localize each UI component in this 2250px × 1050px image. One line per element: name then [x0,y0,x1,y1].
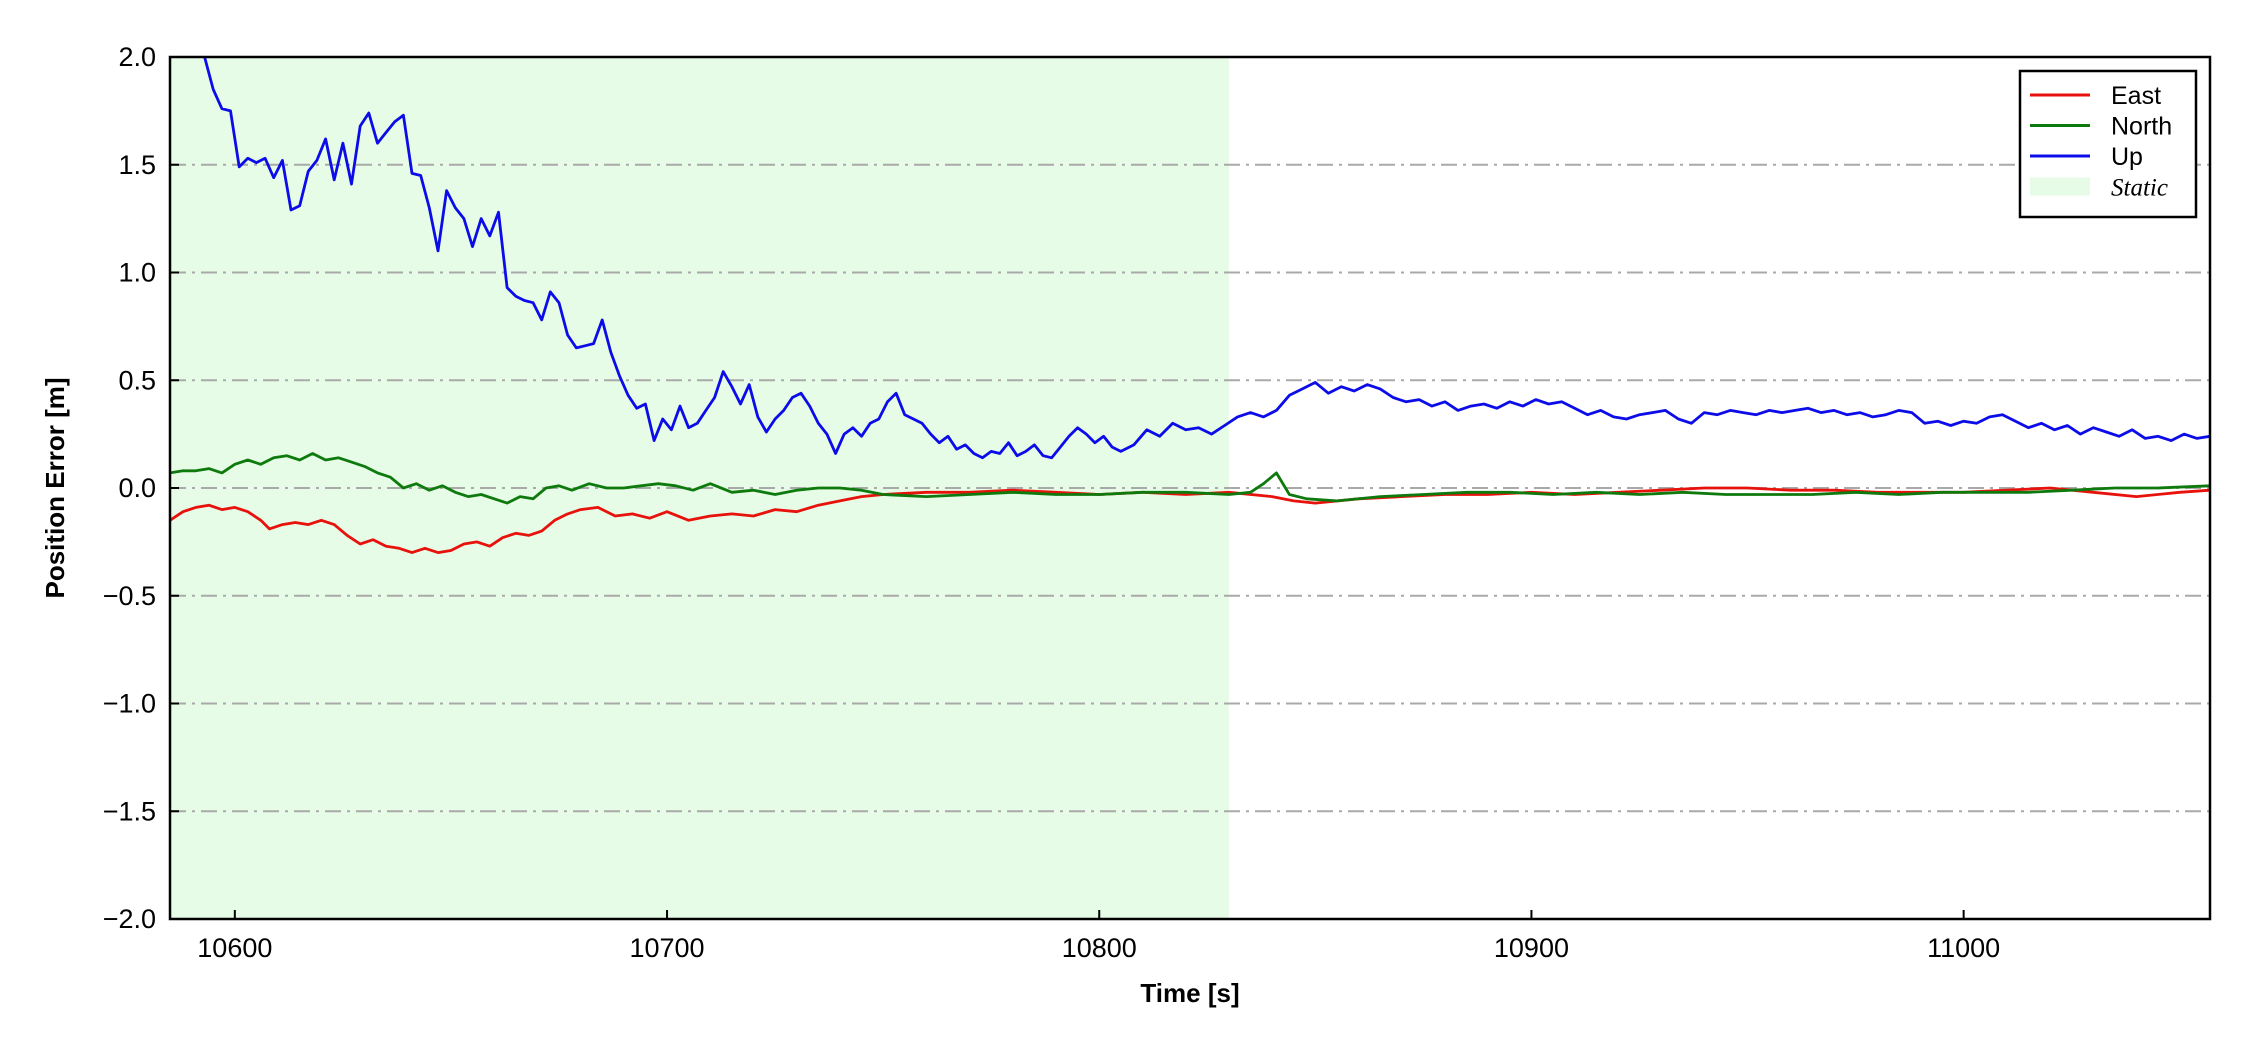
legend-label-north: North [2111,113,2172,141]
legend-label-static: Static [2111,175,2168,202]
series-line-up [203,57,2210,460]
y-tick-label: −2.0 [103,904,156,934]
y-tick-label: 2.0 [118,42,156,72]
x-tick-label: 10700 [629,933,704,963]
y-axis-ticks: −2.0 −1.5 −1.0 −0.5 0.0 0.5 1.0 1.5 2.0 [103,42,179,934]
x-axis-ticks: 10600 10700 10800 10900 11000 [197,910,2000,963]
y-tick-label: −1.5 [103,796,156,826]
series-line-north [170,452,2210,505]
plot-area: 10600 10700 10800 10900 11000 −2.0 −1.5 −1.0 −0… [103,42,2212,963]
y-tick-label: 0.5 [118,365,156,395]
y-tick-label: 1.5 [118,150,156,180]
y-axis-label: Position Error [m] [40,377,70,598]
x-tick-label: 10600 [197,933,272,963]
legend-label-up: Up [2111,143,2143,171]
x-tick-label: 11000 [1927,933,2000,963]
y-tick-label: −1.0 [103,689,156,719]
y-tick-label: 0.0 [118,473,156,503]
legend-swatch-static [2030,177,2090,196]
y-tick-label: 1.0 [118,258,156,288]
legend-label-east: East [2111,82,2161,110]
series-lines [170,57,2210,554]
x-axis-label: Time [s] [1140,978,1239,1008]
series-line-east [170,486,2210,554]
y-tick-label: −0.5 [103,581,156,611]
x-tick-label: 10900 [1494,933,1569,963]
x-tick-label: 10800 [1062,933,1137,963]
